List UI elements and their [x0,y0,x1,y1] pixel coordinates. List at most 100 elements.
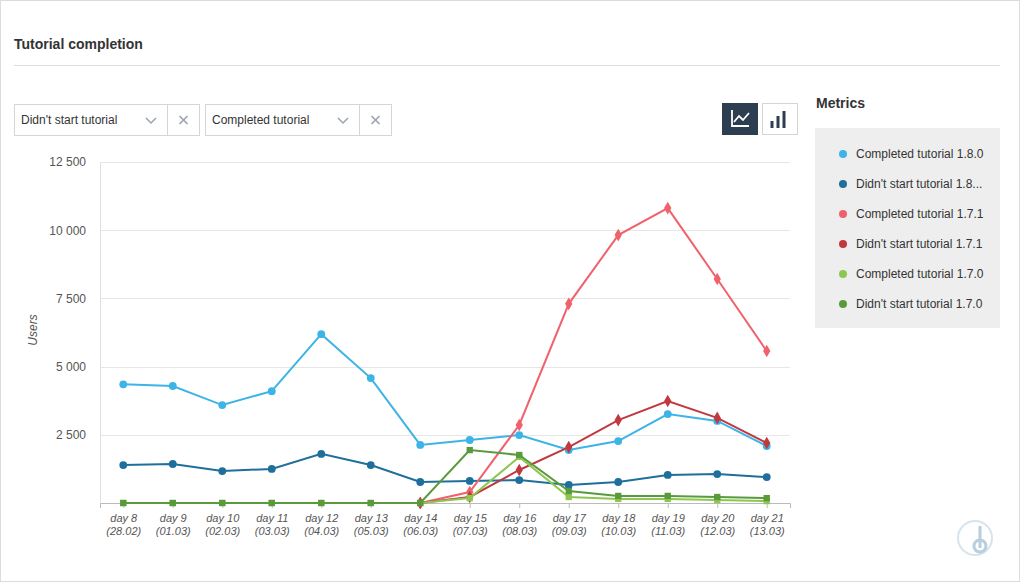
x-tick: day 20(12.03) [700,503,735,537]
series-marker [763,437,770,450]
grid [100,163,790,436]
x-tick: day 18(10.03) [601,503,636,537]
series-marker [268,387,276,395]
series-marker [417,497,424,509]
clear-icon[interactable] [180,116,188,124]
logo-mark [974,526,986,552]
x-tick-label: day 11(03.03) [255,512,290,537]
series-line [123,457,766,503]
series-marker [318,500,324,506]
y-axis-line [100,163,101,504]
series-marker [466,477,474,485]
x-tick: day 15(07.03) [453,503,488,537]
chart: Tutorial completionDidn't start tutorial… [0,0,1020,582]
series-marker [714,494,720,500]
bar-view-icon[interactable] [772,111,784,128]
legend-swatch[interactable] [839,210,847,218]
legend-swatch[interactable] [839,300,847,308]
legend-swatch[interactable] [839,270,847,278]
series-marker [169,460,177,468]
y-tick: 10 000 [49,224,100,238]
x-tick-label: day 10(02.03) [205,512,240,537]
legend-swatch[interactable] [839,240,847,248]
series-marker [269,500,275,506]
dropdown-label[interactable]: Didn't start tutorial [21,113,117,127]
grid-line [100,298,790,299]
series-marker [615,493,621,499]
y-tick-label: 7 500 [56,292,86,306]
series-marker [367,461,375,469]
x-tick: day 12(04.03) [304,503,339,537]
x-tick-label: day 18(10.03) [601,512,636,537]
line-view-button[interactable] [722,103,758,135]
series-marker [615,229,622,242]
dropdown-chevron[interactable] [146,118,156,123]
series-line [123,334,766,450]
series-marker [119,461,127,469]
series-marker [417,500,423,506]
dropdown-label[interactable]: Completed tutorial [212,113,309,127]
series-marker [665,493,671,499]
x-tick-label: day 14(06.03) [403,512,438,537]
x-tick: day 11(03.03) [255,503,290,537]
clear-icon[interactable] [372,116,380,124]
x-tick-label: day 17(09.03) [552,512,587,537]
legend-swatch[interactable] [839,180,847,188]
x-tick: day 8(28.02) [106,503,141,537]
series-marker [565,481,573,489]
series-marker [417,500,423,506]
series-marker [566,494,572,500]
x-tick: day 21(13.03) [750,503,785,537]
line-view-icon[interactable] [732,110,749,126]
legend-label[interactable]: Completed tutorial 1.7.0 [856,267,984,281]
series-marker [566,488,572,494]
legend-label[interactable]: Didn't start tutorial 1.7.1 [856,237,983,251]
series-marker [268,465,276,473]
series-marker [614,437,622,445]
x-tick-label: day 16(08.03) [502,512,537,537]
x-tick: day 17(09.03) [552,503,587,537]
series-marker [516,452,522,458]
y-tick-label: 12 500 [49,155,86,169]
legend-box [815,128,1000,328]
series-line [123,450,766,503]
x-tick-mark [717,503,718,508]
x-tick-label: day 19(11.03) [651,512,685,537]
series-marker [120,500,126,506]
clear-button[interactable] [168,105,200,136]
y-axis: 2 5005 0007 50010 00012 500 [49,155,100,503]
x-tick-mark [668,503,669,508]
bar-view-button[interactable] [763,104,798,135]
legend-swatch[interactable] [839,150,847,158]
legend-label[interactable]: Completed tutorial 1.8.0 [856,147,984,161]
dropdown-box[interactable] [15,105,168,136]
legend-label[interactable]: Didn't start tutorial 1.8... [856,177,982,191]
series-marker [317,450,325,458]
legend-label[interactable]: Completed tutorial 1.7.1 [856,207,984,221]
grid-line [100,162,790,163]
series-marker [218,401,226,409]
x-tick-label: day 15(07.03) [453,512,488,537]
series-marker [515,476,523,484]
series-marker [714,412,721,425]
legend-label[interactable]: Didn't start tutorial 1.7.0 [856,297,983,311]
series-marker [119,380,127,388]
y-tick: 5 000 [56,360,100,374]
dropdown-chevron[interactable] [338,118,348,123]
clear-button[interactable] [360,105,392,136]
filter-dropdown[interactable]: Completed tutorial [206,105,392,136]
x-tick-mark [519,503,520,508]
series-marker [664,202,671,215]
filter-dropdown[interactable]: Didn't start tutorial [15,105,200,136]
x-tick-label: day 8(28.02) [106,512,141,537]
series-marker [317,330,325,338]
y-tick-label: 5 000 [56,360,86,374]
series-marker [764,495,770,501]
series-marker [565,298,572,311]
dropdown-box[interactable] [206,105,360,136]
x-tick-mark [618,503,619,508]
series-marker [416,441,424,449]
series-marker [169,382,177,390]
series-marker [318,500,324,506]
x-tick: day 16(08.03) [502,503,537,537]
